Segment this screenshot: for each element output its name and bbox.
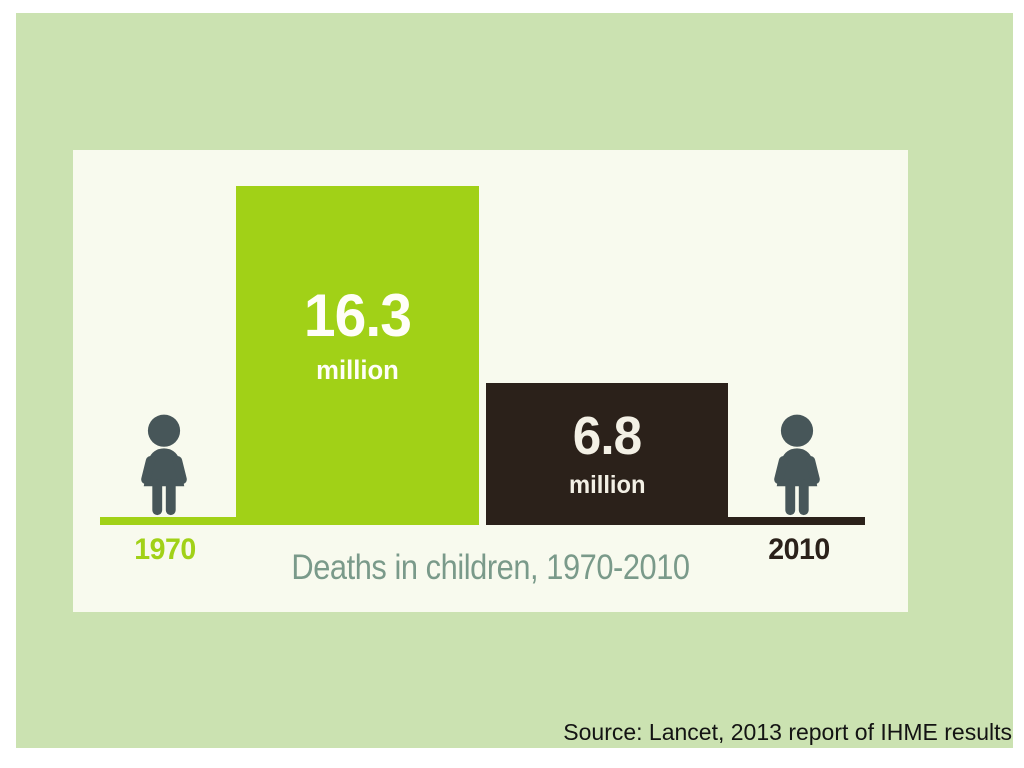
year-label-1970: 1970 — [134, 533, 196, 566]
year-label-2010: 2010 — [768, 533, 830, 566]
bar-1970-unit: million — [316, 354, 399, 385]
bar-1970: 16.3 million — [236, 186, 479, 525]
baseline-1970 — [100, 517, 240, 525]
bar-2010-value: 6.8 — [572, 405, 642, 466]
baseline-2010 — [726, 517, 865, 525]
bar-1970-value: 16.3 — [303, 281, 412, 349]
source-credit: Source: Lancet, 2013 report of IHME resu… — [563, 719, 1012, 745]
bar-2010: 6.8 million — [486, 383, 728, 525]
child-icon-1970 — [137, 414, 191, 518]
chart-title: Deaths in children, 1970-2010 — [291, 548, 690, 587]
chart-card: 16.3 million 6.8 million 1970 2010 — [73, 150, 908, 612]
child-icon-2010 — [770, 414, 824, 518]
bar-2010-unit: million — [568, 470, 646, 499]
